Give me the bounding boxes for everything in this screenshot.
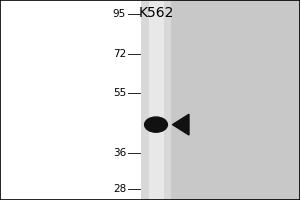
Polygon shape [172, 114, 189, 135]
Text: K562: K562 [138, 6, 174, 20]
Bar [141, 0, 171, 200]
Text: 95: 95 [113, 9, 126, 19]
Bar [148, 0, 164, 200]
Circle shape [145, 117, 167, 132]
Text: 28: 28 [113, 184, 126, 194]
Bar [156, 0, 300, 200]
Text: 55: 55 [113, 88, 126, 98]
Text: 36: 36 [113, 148, 126, 158]
Text: 72: 72 [113, 49, 126, 59]
